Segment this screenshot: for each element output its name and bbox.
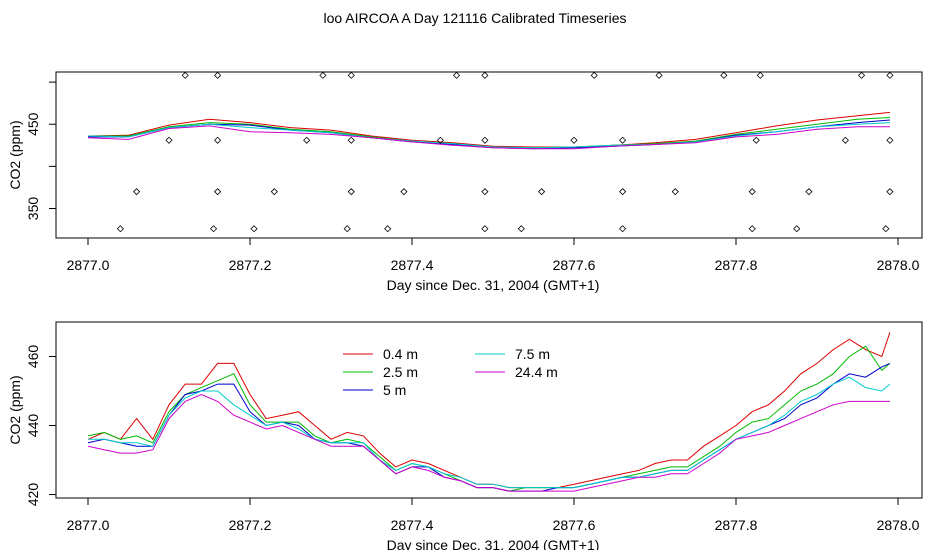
bottom-series-line-3	[87, 362, 891, 492]
top-data-point	[481, 188, 489, 196]
top-data-point	[748, 225, 756, 233]
top-data-point	[165, 136, 173, 144]
top-data-point	[347, 136, 355, 144]
top-data-point	[481, 225, 489, 233]
top-data-point	[319, 71, 327, 79]
top-data-point	[452, 71, 461, 79]
top-data-point	[303, 136, 311, 144]
chart-title: loo AIRCOA A Day 121116 Calibrated Times…	[323, 10, 627, 26]
bottom-y-tick-label: 440	[25, 414, 41, 438]
top-data-point	[857, 71, 866, 79]
bottom-x-tick-label: 2878.0	[877, 517, 920, 533]
top-data-point	[752, 136, 760, 144]
top-data-point	[793, 225, 801, 233]
top-data-point	[619, 136, 627, 144]
bottom-series-line-5	[87, 393, 890, 492]
bottom-y-axis-label: CO2 (ppm)	[7, 375, 23, 444]
bottom-series-line-4	[88, 376, 891, 489]
top-data-point	[619, 188, 627, 196]
bottom-x-tick-label: 2877.2	[229, 517, 272, 533]
top-data-point	[655, 71, 663, 79]
top-x-tick-label: 2877.8	[715, 257, 758, 273]
legend-label-3: 5 m	[383, 382, 406, 398]
top-data-point	[214, 188, 222, 196]
top-data-point	[886, 136, 894, 144]
top-data-point	[619, 225, 627, 233]
legend-label-1: 0.4 m	[383, 346, 418, 362]
top-data-point	[384, 225, 392, 233]
top-x-tick-label: 2877.2	[229, 257, 272, 273]
top-data-point	[181, 71, 189, 79]
top-data-point	[517, 225, 525, 233]
top-data-point	[886, 188, 894, 196]
top-x-tick-label: 2877.6	[553, 257, 596, 273]
legend-label-2: 2.5 m	[383, 364, 418, 380]
bottom-series-line-2	[87, 345, 891, 492]
top-data-point	[436, 136, 444, 144]
legend-label-4: 7.5 m	[515, 346, 550, 362]
top-series-line-1	[87, 111, 890, 148]
bottom-plot-frame	[55, 321, 923, 499]
top-data-point	[481, 136, 489, 144]
top-data-point	[720, 71, 728, 79]
top-x-tick-label: 2878.0	[877, 257, 920, 273]
top-data-point	[116, 225, 124, 233]
top-data-point	[805, 188, 813, 196]
top-data-point	[748, 188, 756, 196]
top-data-point	[481, 71, 489, 79]
top-x-tick-label: 2877.4	[391, 257, 434, 273]
top-data-point	[570, 136, 578, 144]
legend-label-5: 24.4 m	[515, 364, 558, 380]
top-data-point	[347, 188, 355, 196]
bottom-x-tick-label: 2877.4	[391, 517, 434, 533]
bottom-x-tick-label: 2877.0	[67, 517, 110, 533]
top-data-point	[133, 188, 141, 196]
top-data-point	[270, 188, 278, 196]
top-data-point	[250, 225, 258, 233]
top-series-line-5	[87, 125, 890, 150]
top-data-point	[671, 188, 679, 196]
top-plot-frame	[55, 71, 923, 239]
top-x-tick-label: 2877.0	[67, 257, 110, 273]
top-y-tick-label: 350	[25, 197, 41, 221]
top-data-point	[756, 71, 764, 79]
bottom-x-axis-label: Day since Dec. 31, 2004 (GMT+1)	[387, 537, 600, 550]
top-y-tick-label: 450	[25, 112, 41, 136]
bottom-x-tick-label: 2877.8	[715, 517, 758, 533]
top-data-point	[343, 225, 351, 233]
top-data-point	[347, 71, 355, 79]
top-series-line-4	[87, 122, 890, 149]
top-data-point	[214, 71, 222, 79]
bottom-y-tick-label: 460	[25, 345, 41, 369]
top-data-point	[214, 136, 222, 144]
bottom-series-line-1	[87, 332, 891, 489]
bottom-y-tick-label: 420	[25, 483, 41, 507]
top-x-axis-label: Day since Dec. 31, 2004 (GMT+1)	[387, 277, 600, 293]
bottom-x-tick-label: 2877.6	[553, 517, 596, 533]
top-y-axis-label: CO2 (ppm)	[7, 120, 23, 189]
top-data-point	[400, 188, 408, 196]
top-data-point	[841, 136, 849, 144]
top-data-point	[886, 71, 894, 79]
top-data-point	[590, 71, 598, 79]
top-data-point	[538, 188, 546, 196]
top-data-point	[882, 225, 890, 233]
top-data-point	[209, 225, 218, 233]
